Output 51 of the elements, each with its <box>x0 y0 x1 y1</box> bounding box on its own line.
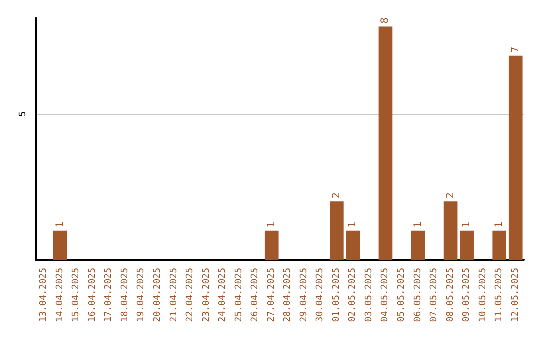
data-label: 8 <box>380 18 392 24</box>
data-label: 1 <box>54 222 66 228</box>
data-label: 2 <box>331 192 342 199</box>
bar <box>508 56 523 260</box>
bar <box>346 230 360 260</box>
x-tick-label: 25.04.2025 <box>234 268 244 322</box>
x-tick-label: 06.05.2025 <box>413 268 424 322</box>
x-tick-label: 23.04.2025 <box>202 268 212 322</box>
x-tick-label: 14.04.2025 <box>55 268 66 322</box>
data-label: 1 <box>462 222 473 228</box>
bar <box>460 230 474 260</box>
x-tick-label: 07.05.2025 <box>430 268 440 322</box>
x-tick-label: 28.04.2025 <box>283 268 294 322</box>
x-tick-label: 16.04.2025 <box>88 268 98 322</box>
bar <box>492 230 507 260</box>
x-tick-label: 30.04.2025 <box>316 268 326 322</box>
x-tick-label: 15.04.2025 <box>72 268 82 322</box>
x-tick-label: 21.04.2025 <box>169 268 180 322</box>
x-tick-label: 17.04.2025 <box>104 268 114 322</box>
data-label: 2 <box>445 192 456 199</box>
y-tick-label: 5 <box>18 112 28 117</box>
x-tick-label: 11.05.2025 <box>494 268 505 322</box>
bar <box>330 202 344 260</box>
x-tick-label: 13.04.2025 <box>39 268 50 322</box>
x-tick-label: 10.05.2025 <box>478 268 488 322</box>
x-tick-label: 26.04.2025 <box>250 268 261 322</box>
bar <box>53 230 68 260</box>
x-tick-label: 27.04.2025 <box>266 268 277 322</box>
data-label: 1 <box>348 222 359 228</box>
x-tick-label: 08.05.2025 <box>446 268 456 322</box>
x-tick-label: 05.05.2025 <box>397 268 407 322</box>
bar <box>411 230 426 260</box>
x-tick-label: 01.05.2025 <box>332 268 342 322</box>
x-tick-label: 22.04.2025 <box>186 268 196 322</box>
data-label: 1 <box>494 222 506 228</box>
x-tick-label: 19.04.2025 <box>136 268 147 322</box>
x-tick-label: 04.05.2025 <box>380 268 391 322</box>
data-label: 7 <box>510 46 522 53</box>
data-label: 1 <box>266 222 278 228</box>
x-tick-label: 24.04.2025 <box>218 268 228 322</box>
bar <box>378 26 393 260</box>
x-tick-label: 20.04.2025 <box>153 268 163 322</box>
x-tick-label: 09.05.2025 <box>462 268 472 322</box>
bar <box>444 202 458 260</box>
x-tick-label: 12.05.2025 <box>510 268 521 322</box>
x-tick-label: 02.05.2025 <box>348 268 358 322</box>
x-tick-label: 18.04.2025 <box>120 268 130 322</box>
bar <box>264 230 279 260</box>
data-label: 1 <box>412 222 424 228</box>
x-tick-label: 29.04.2025 <box>299 268 310 322</box>
x-tick-label: 03.05.2025 <box>364 268 374 322</box>
